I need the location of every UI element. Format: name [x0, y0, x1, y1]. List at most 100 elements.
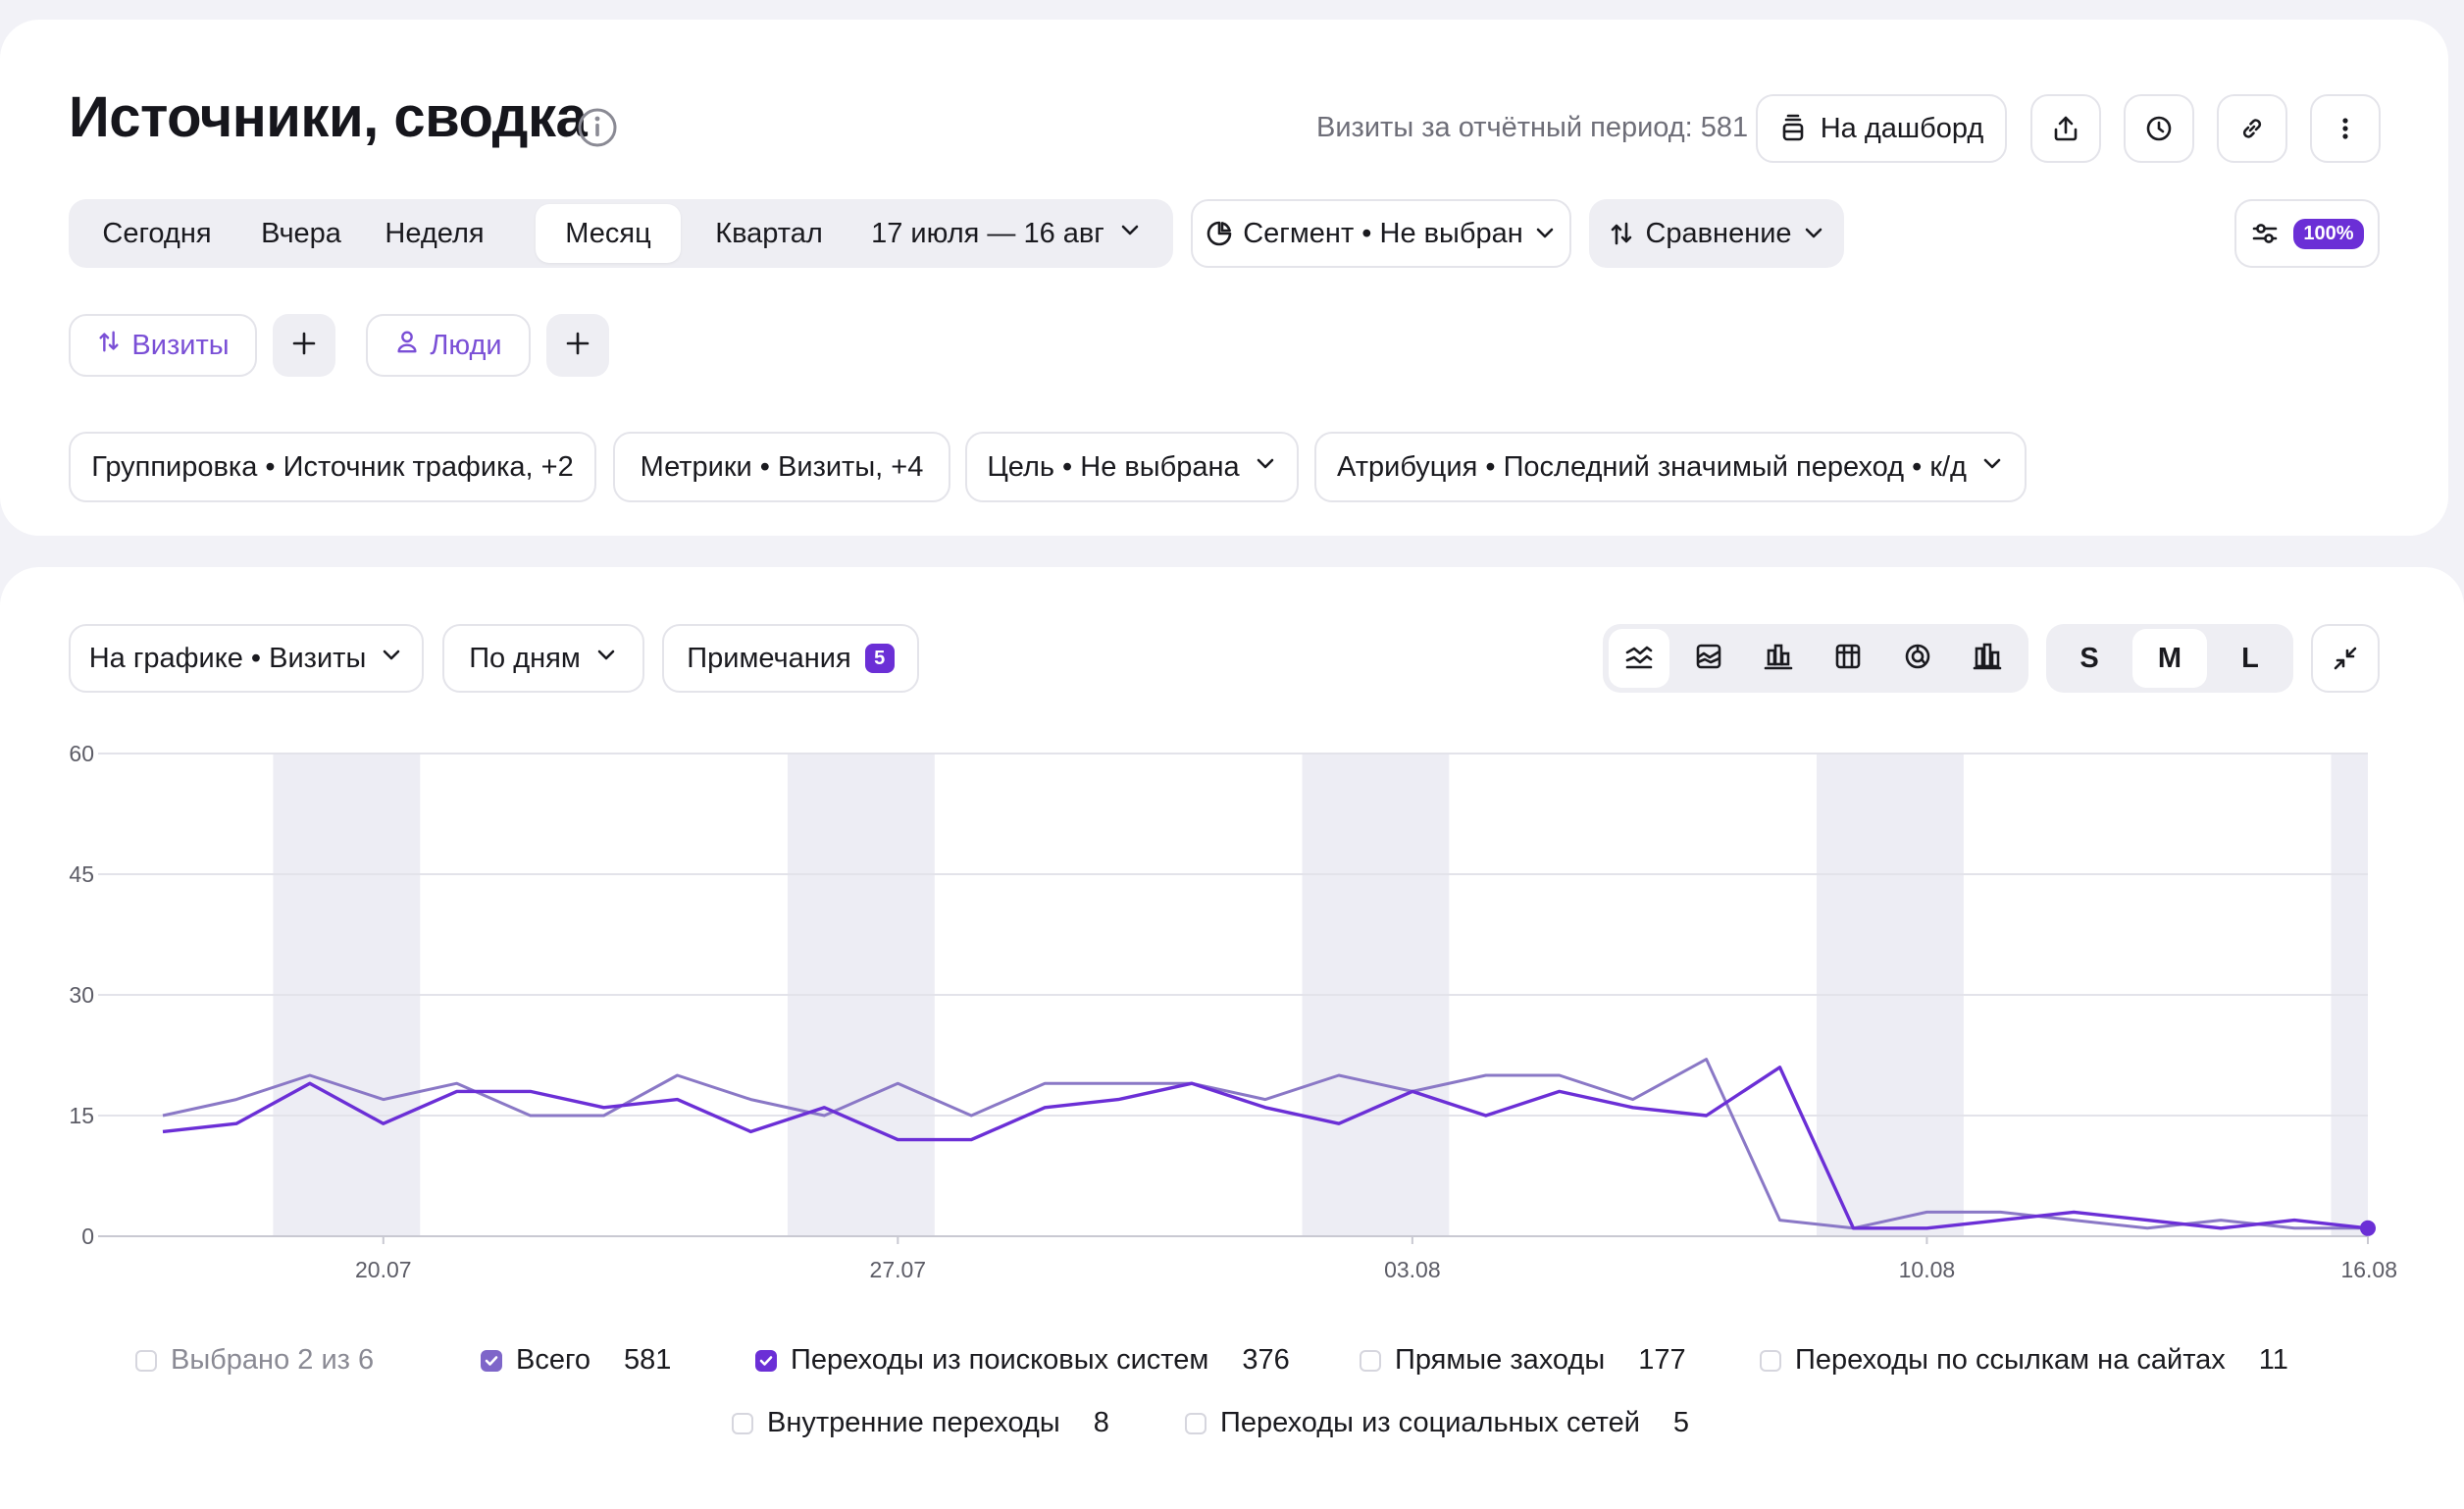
size-tab-s[interactable]: S — [2079, 642, 2099, 674]
period-tab-today[interactable]: Сегодня — [102, 217, 212, 249]
legend-item-total[interactable]: Всего 581 — [481, 1344, 671, 1377]
notes-label: Примечания — [687, 642, 851, 674]
chart-size-switcher: S M L — [2046, 624, 2293, 693]
sampling-badge: 100% — [2293, 218, 2364, 249]
series-end-point — [2360, 1220, 2376, 1236]
chart-type-line[interactable] — [1609, 629, 1669, 688]
segment-pie-icon — [1206, 220, 1233, 247]
checkbox-icon — [1185, 1412, 1206, 1434]
collapse-icon — [2331, 644, 2360, 673]
x-tick-label: 10.08 — [1899, 1257, 1956, 1282]
y-tick-label: 30 — [69, 982, 94, 1008]
chevron-down-icon — [1118, 218, 1142, 250]
chart-metric-label: На графике • Визиты — [88, 642, 367, 674]
sliders-icon — [2250, 219, 2280, 248]
series-line — [162, 1066, 2369, 1230]
chevron-down-icon — [380, 643, 403, 675]
legend-item-internal[interactable]: Внутренние переходы 8 — [732, 1407, 1109, 1439]
page-title: Источники, сводка — [69, 85, 588, 149]
legend-count: 376 — [1242, 1344, 1290, 1376]
segment-select[interactable]: Сегмент • Не выбран — [1191, 199, 1571, 268]
link-icon — [2237, 114, 2267, 143]
add-to-dashboard-button[interactable]: На дашборд — [1756, 94, 2007, 163]
size-tab-l[interactable]: L — [2241, 642, 2259, 674]
size-tab-m[interactable]: M — [2132, 629, 2207, 688]
date-range-label: 17 июля — 16 авг — [871, 217, 1104, 249]
stacked-bar-icon — [1763, 641, 1794, 677]
grouping-select[interactable]: Группировка • Источник трафика, +2 — [69, 432, 596, 502]
metrics-select[interactable]: Метрики • Визиты, +4 — [613, 432, 950, 502]
y-tick-label: 15 — [69, 1103, 94, 1128]
compare-icon — [1608, 220, 1635, 247]
y-tick-label: 45 — [69, 861, 94, 887]
notes-count-badge: 5 — [864, 644, 895, 673]
visits-line-chart[interactable]: 0 15 30 45 60 20.07 27.07 03.08 10.08 16.08 — [0, 716, 2464, 1285]
compare-select[interactable]: Сравнение — [1589, 199, 1844, 268]
legend-label: Внутренние переходы — [767, 1407, 1060, 1438]
y-tick-label: 60 — [69, 741, 94, 766]
checkbox-icon — [135, 1349, 157, 1372]
legend-item-direct[interactable]: Прямые заходы 177 — [1360, 1344, 1686, 1377]
plus-icon — [564, 330, 591, 362]
compare-icon — [96, 329, 122, 362]
period-tab-quarter[interactable]: Квартал — [715, 217, 823, 249]
copy-link-button[interactable] — [2217, 94, 2287, 163]
report-settings-button[interactable]: 100% — [2234, 199, 2380, 268]
legend-label: Переходы из поисковых систем — [791, 1344, 1209, 1376]
date-range-picker[interactable]: 17 июля — 16 авг — [859, 204, 1154, 263]
x-tick-label: 03.08 — [1384, 1257, 1441, 1282]
legend-count: 177 — [1638, 1344, 1686, 1376]
legend-label: Переходы из социальных сетей — [1220, 1407, 1640, 1438]
series-line — [162, 1058, 2368, 1230]
checkbox-icon — [732, 1412, 753, 1434]
upload-icon — [2051, 114, 2080, 143]
detail-period-select[interactable]: По дням — [442, 624, 644, 693]
add-visits-metric-button[interactable] — [273, 314, 335, 377]
x-tick-label: 27.07 — [870, 1257, 927, 1282]
people-metric-pill[interactable]: Люди — [366, 314, 531, 377]
period-tab-month[interactable]: Месяц — [536, 204, 681, 263]
chart-type-switcher — [1603, 624, 2028, 693]
history-button[interactable] — [2124, 94, 2194, 163]
compare-label: Сравнение — [1645, 217, 1792, 249]
legend-item-social[interactable]: Переходы из социальных сетей 5 — [1185, 1407, 1689, 1439]
info-icon[interactable] — [577, 107, 618, 148]
checkbox-checked-icon — [755, 1349, 777, 1372]
goal-label: Цель • Не выбрана — [987, 450, 1240, 483]
legend-item-search[interactable]: Переходы из поисковых систем 376 — [755, 1344, 1290, 1377]
report-header-card: Источники, сводка Визиты за отчётный пер… — [0, 20, 2448, 536]
grouping-label: Группировка • Источник трафика, +2 — [91, 450, 574, 483]
legend-label: Всего — [516, 1344, 591, 1376]
visits-metric-pill[interactable]: Визиты — [69, 314, 257, 377]
more-options-button[interactable] — [2310, 94, 2381, 163]
segment-label: Сегмент • Не выбран — [1243, 217, 1523, 249]
chart-type-bar[interactable] — [1957, 629, 2018, 688]
chart-type-stacked[interactable] — [1748, 629, 1809, 688]
notes-button[interactable]: Примечания 5 — [662, 624, 919, 693]
legend-label: Прямые заходы — [1395, 1344, 1606, 1376]
legend-selected-count[interactable]: Выбрано 2 из 6 — [135, 1344, 374, 1377]
export-button[interactable] — [2030, 94, 2101, 163]
period-tab-yesterday[interactable]: Вчера — [261, 217, 341, 249]
add-people-metric-button[interactable] — [546, 314, 609, 377]
chart-type-area[interactable] — [1678, 629, 1739, 688]
pie-chart-icon — [1902, 641, 1933, 677]
person-icon — [394, 329, 420, 362]
table-chart-icon — [1832, 641, 1864, 677]
collapse-chart-button[interactable] — [2311, 624, 2380, 693]
chart-metric-select[interactable]: На графике • Визиты — [69, 624, 424, 693]
line-chart-icon — [1623, 641, 1655, 677]
attribution-select[interactable]: Атрибуция • Последний значимый переход •… — [1314, 432, 2027, 502]
period-tab-week[interactable]: Неделя — [385, 217, 485, 249]
legend-selected-label: Выбрано 2 из 6 — [171, 1344, 375, 1376]
visits-pill-label: Визиты — [131, 329, 230, 361]
chart-type-table[interactable] — [1818, 629, 1878, 688]
goal-select[interactable]: Цель • Не выбрана — [965, 432, 1299, 502]
legend-count: 581 — [624, 1344, 672, 1376]
dashboard-label: На дашборд — [1820, 112, 1984, 144]
legend-item-links[interactable]: Переходы по ссылкам на сайтах 11 — [1760, 1344, 2288, 1377]
chart-type-pie[interactable] — [1887, 629, 1948, 688]
people-pill-label: Люди — [430, 329, 502, 361]
more-vertical-icon — [2331, 114, 2360, 143]
detail-period-label: По дням — [469, 642, 581, 674]
